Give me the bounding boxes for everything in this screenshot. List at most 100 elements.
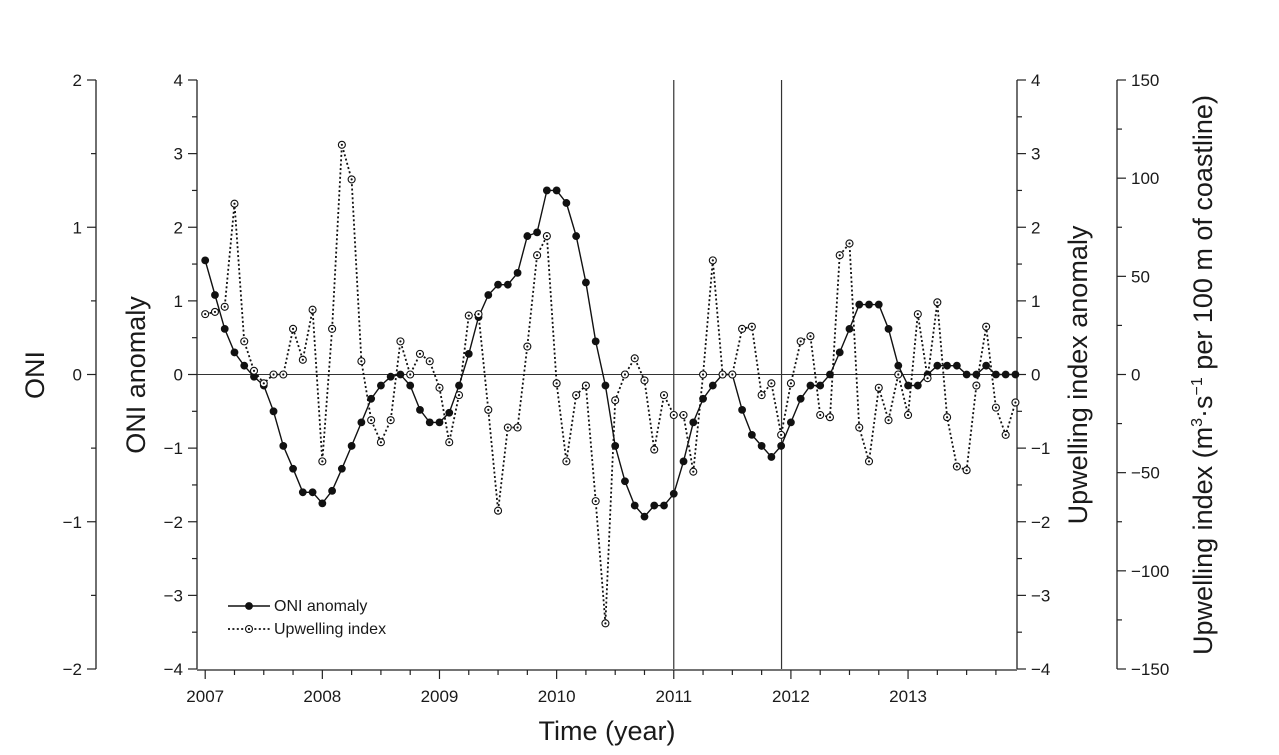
upwelling-index-point-center: [331, 327, 334, 330]
upwelling-index-point-center: [867, 460, 871, 463]
upwelling-index-point-center: [858, 426, 861, 429]
upwelling-index-point-center: [682, 413, 685, 417]
upwelling-index-point-center: [594, 500, 597, 503]
oni-anomaly-point: [767, 453, 776, 461]
oni-anomaly-point: [835, 348, 844, 357]
upwelling-tick-label: 0: [1131, 366, 1140, 385]
legend-oni-label: ONI anomaly: [274, 598, 367, 615]
oni-anomaly-point: [650, 501, 659, 510]
oni-anomaly-point: [787, 418, 795, 427]
upwelling-index-point-center: [965, 469, 968, 472]
plot-area: [197, 80, 1020, 669]
oni-anomaly-point: [250, 372, 258, 381]
upwelling-index-point-center: [575, 394, 578, 397]
upwelling-title-part: ·s: [1188, 395, 1218, 418]
upwelling-index-point-center: [409, 373, 412, 376]
upwelling-index-point-center: [487, 408, 490, 411]
upwelling-index-point-center: [506, 426, 509, 429]
legend-upwelling-swatch-center: [247, 627, 251, 631]
upwelling-index-point-center: [370, 419, 373, 422]
upwelling-anomaly-tick-label: 3: [1031, 145, 1040, 164]
upwelling-index-point-center: [282, 373, 285, 376]
upwelling-index-point-center: [643, 379, 646, 382]
upwelling-index-point-center: [936, 301, 939, 304]
oni-anomaly-tick-label: −2: [164, 513, 183, 532]
x-tick-label: 2009: [421, 687, 459, 706]
upwelling-index-point-center: [379, 441, 383, 444]
upwelling-tick-label: −50: [1131, 464, 1160, 483]
x-axis-title: Time (year): [538, 716, 675, 746]
oni-anomaly-point: [347, 442, 356, 450]
oni-anomaly-point: [484, 291, 493, 299]
upwelling-anomaly-tick-label: 0: [1031, 366, 1040, 385]
upwelling-index-point-center: [731, 373, 734, 376]
upwelling-anomaly-tick-label: −2: [1031, 513, 1050, 532]
upwelling-index-point-center: [477, 313, 480, 316]
oni-anomaly-point: [845, 324, 854, 333]
oni-anomaly-point: [796, 394, 805, 403]
oni-anomaly-line: [204, 189, 1016, 518]
x-tick-label: 2010: [538, 687, 576, 706]
oni-anomaly-point: [992, 370, 1000, 379]
oni-anomaly-point: [630, 501, 639, 510]
upwelling-index-point-center: [204, 313, 207, 316]
oni-anomaly-point: [240, 361, 249, 370]
upwelling-index-point-center: [848, 242, 851, 245]
oni-anomaly-tick-label: −1: [164, 439, 183, 458]
oni-anomaly-tick-label: 3: [174, 145, 183, 164]
upwelling-index-point-center: [614, 399, 617, 402]
oni-tick-label: −1: [63, 513, 82, 532]
upwelling-index-point-center: [399, 340, 402, 343]
oni-anomaly-point: [747, 430, 756, 439]
upwelling-index-point-center: [272, 373, 275, 376]
upwelling-index-point-center: [565, 460, 568, 463]
upwelling-anomaly-tick-label: −4: [1031, 660, 1050, 679]
upwelling-anomaly-tick-label: 4: [1031, 71, 1040, 90]
oni-anomaly-point: [337, 464, 346, 473]
upwelling-index-point-center: [467, 314, 470, 317]
upwelling-index-point-center: [633, 357, 636, 360]
upwelling-index-point-center: [252, 369, 256, 372]
oni-anomaly-point: [679, 457, 688, 466]
oni-anomaly-point: [357, 418, 366, 427]
oni-anomaly-point: [396, 370, 405, 379]
upwelling-index-point-center: [389, 419, 392, 422]
oni-anomaly-point: [513, 268, 522, 277]
x-tick-label: 2011: [655, 687, 692, 706]
oni-anomaly-point: [582, 278, 590, 287]
upwelling-index-line: [205, 144, 1017, 624]
upwelling-index-point-center: [672, 413, 675, 417]
oni-anomaly-point: [230, 348, 239, 357]
upwelling-index-point-center: [975, 384, 978, 387]
oni-anomaly-tick-label: 1: [174, 292, 183, 311]
x-tick-label: 2012: [772, 687, 810, 706]
oni-anomaly-point: [503, 280, 512, 289]
legend-upwelling-label: Upwelling index: [274, 621, 386, 638]
oni-anomaly-axis-title: ONI anomaly: [121, 296, 151, 454]
upwelling-index-point-center: [291, 327, 295, 330]
oni-anomaly-point: [552, 186, 561, 195]
upwelling-anomaly-tick-label: 2: [1031, 218, 1040, 237]
oni-axis-title: ONI: [20, 351, 50, 399]
upwelling-index-point-center: [760, 394, 763, 397]
upwelling-tick-label: 150: [1131, 71, 1159, 90]
oni-anomaly-point: [445, 408, 454, 417]
upwelling-index-point-center: [780, 433, 783, 436]
oni-anomaly-point: [377, 381, 385, 390]
upwelling-index-point-center: [243, 340, 246, 343]
oni-anomaly-point: [425, 418, 434, 427]
upwelling-index-point-center: [887, 419, 890, 422]
oni-anomaly-point: [328, 486, 337, 495]
oni-anomaly-point: [289, 464, 297, 473]
upwelling-anomaly-tick-label: −1: [1031, 439, 1050, 458]
oni-anomaly-point: [874, 300, 883, 309]
oni-anomaly-point: [298, 488, 307, 497]
upwelling-index-point-center: [584, 384, 588, 387]
oni-anomaly-point: [982, 361, 991, 370]
oni-anomaly-tick-label: 4: [174, 71, 183, 90]
upwelling-index-point-center: [604, 622, 607, 625]
upwelling-index-point-center: [213, 310, 217, 314]
legend: ONI anomaly Upwelling index: [228, 598, 386, 638]
upwelling-index-point-center: [301, 358, 304, 361]
